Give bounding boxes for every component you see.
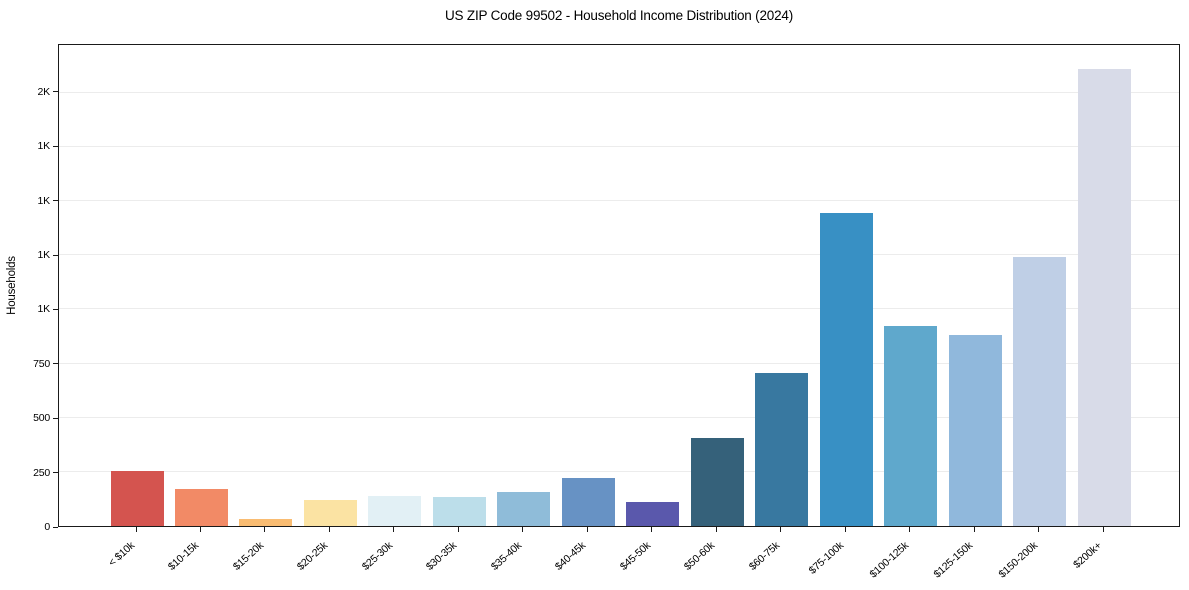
y-tick-mark bbox=[53, 145, 58, 147]
x-tick-mark bbox=[844, 527, 846, 532]
bar bbox=[1077, 69, 1131, 526]
gridline bbox=[59, 362, 1179, 364]
gridline bbox=[59, 470, 1179, 472]
x-tick-mark bbox=[715, 527, 717, 532]
y-tick-label: 1K bbox=[37, 249, 51, 262]
y-tick-mark bbox=[53, 417, 58, 419]
bar bbox=[626, 501, 680, 526]
y-axis-label: Households bbox=[6, 256, 18, 315]
y-tick-mark bbox=[53, 363, 58, 365]
y-tick-label: 750 bbox=[33, 357, 50, 370]
x-tick-mark bbox=[328, 527, 330, 532]
x-tick-mark bbox=[780, 527, 782, 532]
x-tick-mark bbox=[586, 527, 588, 532]
gridline bbox=[59, 91, 1179, 93]
x-tick-mark bbox=[457, 527, 459, 532]
y-tick-mark bbox=[53, 472, 58, 474]
gridline bbox=[59, 145, 1179, 147]
y-tick-label: 1K bbox=[37, 303, 51, 316]
y-tick-label: 1K bbox=[37, 140, 51, 153]
y-tick-label: 2K bbox=[37, 85, 51, 98]
x-tick-mark bbox=[393, 527, 395, 532]
bar bbox=[884, 326, 938, 526]
x-tick-mark bbox=[522, 527, 524, 532]
y-tick-mark bbox=[53, 254, 58, 256]
y-tick-mark bbox=[53, 200, 58, 202]
x-tick-mark bbox=[1038, 527, 1040, 532]
bar bbox=[239, 519, 293, 526]
gridline bbox=[59, 416, 1179, 418]
bar bbox=[303, 500, 357, 526]
x-tick-mark bbox=[973, 527, 975, 532]
bar bbox=[110, 471, 164, 526]
y-tick-label: 0 bbox=[44, 521, 50, 533]
y-tick-label: 1K bbox=[37, 194, 51, 207]
gridline bbox=[59, 308, 1179, 310]
bar bbox=[690, 438, 744, 526]
y-tick-mark bbox=[53, 526, 58, 528]
chart-title: US ZIP Code 99502 - Household Income Dis… bbox=[445, 8, 793, 23]
x-tick-mark bbox=[199, 527, 201, 532]
bar bbox=[819, 212, 873, 526]
x-tick-mark bbox=[651, 527, 653, 532]
x-tick-label: < $10k bbox=[106, 539, 138, 569]
bar bbox=[1013, 257, 1067, 526]
x-tick-mark bbox=[264, 527, 266, 532]
x-tick-mark bbox=[909, 527, 911, 532]
bar bbox=[561, 477, 615, 526]
y-tick-label: 500 bbox=[33, 412, 50, 425]
bar bbox=[948, 334, 1002, 526]
bar bbox=[368, 496, 422, 526]
x-tick-mark bbox=[135, 527, 137, 532]
y-tick-mark bbox=[53, 308, 58, 310]
y-tick-label: 250 bbox=[33, 466, 50, 479]
bar bbox=[755, 373, 809, 526]
y-tick-mark bbox=[53, 91, 58, 93]
gridline bbox=[59, 254, 1179, 256]
gridline bbox=[59, 200, 1179, 201]
bar bbox=[432, 497, 486, 526]
bar bbox=[174, 489, 228, 526]
bar bbox=[497, 492, 551, 526]
plot-area bbox=[58, 44, 1180, 527]
x-tick-mark bbox=[1102, 527, 1104, 532]
